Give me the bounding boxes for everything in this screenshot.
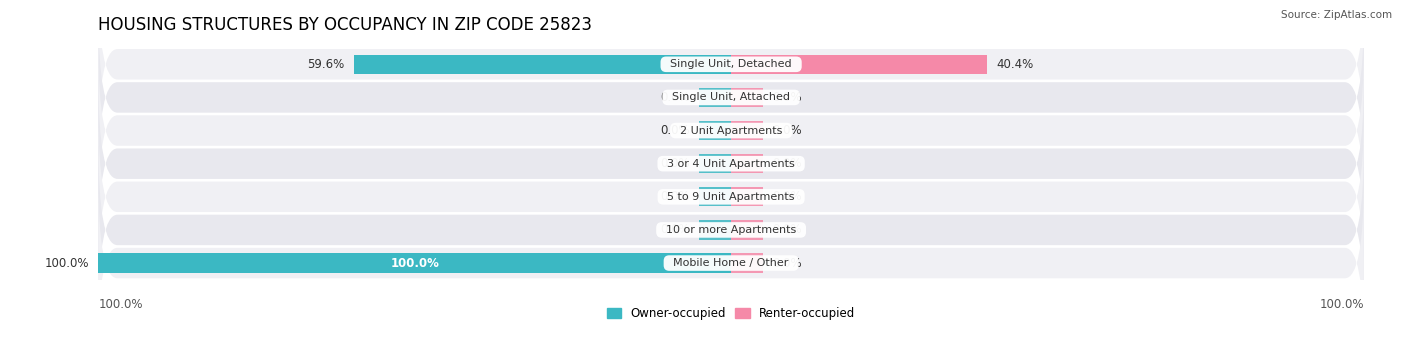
Legend: Owner-occupied, Renter-occupied: Owner-occupied, Renter-occupied [602, 302, 860, 325]
Bar [731, 121, 762, 140]
Bar [699, 187, 731, 206]
FancyBboxPatch shape [98, 79, 1364, 248]
Bar [354, 55, 731, 74]
Bar [731, 253, 762, 273]
Bar [731, 88, 762, 107]
FancyBboxPatch shape [98, 46, 1364, 215]
Text: 0.0%: 0.0% [661, 223, 690, 236]
Bar [699, 88, 731, 107]
FancyBboxPatch shape [98, 113, 1364, 281]
Text: Single Unit, Detached: Single Unit, Detached [664, 59, 799, 69]
Text: HOUSING STRUCTURES BY OCCUPANCY IN ZIP CODE 25823: HOUSING STRUCTURES BY OCCUPANCY IN ZIP C… [98, 16, 592, 34]
Bar [731, 154, 762, 173]
Text: 2 Unit Apartments: 2 Unit Apartments [673, 125, 789, 136]
Text: 40.4%: 40.4% [997, 58, 1033, 71]
FancyBboxPatch shape [98, 13, 1364, 181]
Text: 0.0%: 0.0% [661, 124, 690, 137]
Text: 0.0%: 0.0% [772, 157, 801, 170]
Text: 100.0%: 100.0% [1319, 298, 1364, 311]
Text: 100.0%: 100.0% [391, 256, 439, 269]
Text: 3 or 4 Unit Apartments: 3 or 4 Unit Apartments [661, 159, 801, 169]
Bar [98, 253, 731, 273]
Text: 0.0%: 0.0% [772, 256, 801, 269]
Text: 100.0%: 100.0% [98, 298, 143, 311]
Bar [731, 220, 762, 239]
Text: Source: ZipAtlas.com: Source: ZipAtlas.com [1281, 10, 1392, 20]
Bar [731, 55, 987, 74]
Bar [699, 220, 731, 239]
Text: Mobile Home / Other: Mobile Home / Other [666, 258, 796, 268]
Text: 0.0%: 0.0% [772, 223, 801, 236]
Text: 59.6%: 59.6% [308, 58, 344, 71]
Text: 0.0%: 0.0% [661, 157, 690, 170]
FancyBboxPatch shape [98, 179, 1364, 341]
Text: 10 or more Apartments: 10 or more Apartments [659, 225, 803, 235]
Text: 0.0%: 0.0% [661, 190, 690, 203]
Bar [699, 154, 731, 173]
Text: 5 to 9 Unit Apartments: 5 to 9 Unit Apartments [661, 192, 801, 202]
FancyBboxPatch shape [98, 0, 1364, 148]
Text: 100.0%: 100.0% [45, 256, 89, 269]
Text: 0.0%: 0.0% [661, 91, 690, 104]
Bar [731, 187, 762, 206]
Text: 0.0%: 0.0% [772, 91, 801, 104]
Text: 0.0%: 0.0% [772, 124, 801, 137]
FancyBboxPatch shape [98, 146, 1364, 314]
Text: Single Unit, Attached: Single Unit, Attached [665, 92, 797, 102]
Bar [699, 121, 731, 140]
Text: 0.0%: 0.0% [772, 190, 801, 203]
